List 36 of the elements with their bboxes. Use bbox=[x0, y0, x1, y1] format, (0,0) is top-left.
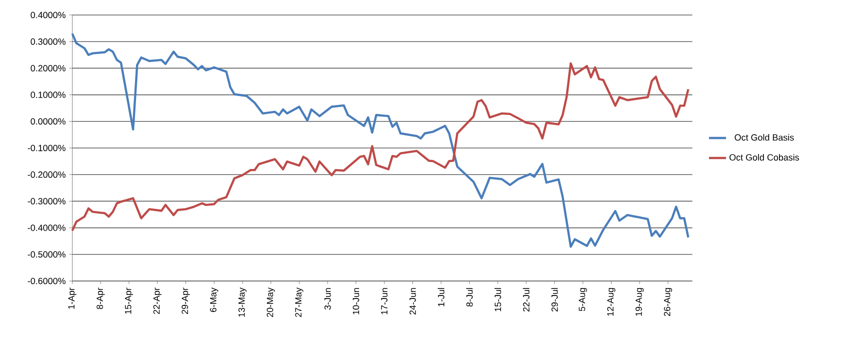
x-tick-label: 20-May bbox=[266, 288, 275, 317]
legend-label: Oct Gold Cobasis bbox=[730, 154, 800, 161]
x-tick-label: 22-Jul bbox=[522, 288, 530, 312]
y-tick-label: -0.1000% bbox=[28, 144, 66, 152]
y-tick-label: 0.0000% bbox=[30, 118, 66, 125]
x-tick-label: 26-Aug bbox=[664, 288, 672, 316]
y-tick-label: 0.4000% bbox=[30, 12, 66, 18]
y-tick-label: -0.6000% bbox=[28, 278, 66, 284]
x-tick-label: 29-Apr bbox=[182, 288, 190, 314]
x-tick-label: 8-Apr bbox=[96, 288, 105, 310]
line-series bbox=[71, 32, 690, 248]
x-tick-label: 5-Aug bbox=[578, 288, 587, 312]
x-tick-label: 17-Jun bbox=[381, 288, 388, 314]
x-tick-label: 24-Jun bbox=[410, 288, 416, 314]
y-tick-label: 0.3000% bbox=[30, 38, 66, 45]
x-tick-label: 6-May bbox=[210, 288, 218, 312]
y-tick-label: 0.1000% bbox=[30, 92, 66, 98]
y-tick-label: -0.4000% bbox=[28, 224, 66, 231]
x-tick-label: 15-Apr bbox=[125, 288, 134, 314]
y-tick-label: -0.2000% bbox=[28, 171, 66, 178]
x-tick-label: 22-Apr bbox=[153, 288, 162, 314]
y-tick-label: 0.2000% bbox=[30, 65, 66, 72]
x-tick-label: 10-Jun bbox=[352, 288, 360, 314]
x-tick-label: 1-Jul bbox=[438, 288, 444, 306]
y-tick-label: -0.5000% bbox=[28, 251, 66, 258]
x-tick-label: 19-Aug bbox=[636, 288, 644, 316]
x-tick-label: 1-Apr bbox=[68, 288, 76, 309]
x-tick-label: 15-Jul bbox=[494, 288, 502, 312]
legend-label: Oct Gold Basis bbox=[734, 134, 794, 141]
x-tick-label: 27-May bbox=[295, 288, 304, 317]
y-tick-label: -0.3000% bbox=[28, 198, 66, 204]
x-tick-label: 29-Jul bbox=[551, 288, 558, 312]
x-tick-label: 8-Jul bbox=[466, 288, 473, 307]
x-tick-label: 3-Jun bbox=[324, 288, 331, 310]
x-tick-label: 12-Aug bbox=[607, 288, 616, 316]
x-tick-label: 13-May bbox=[238, 288, 247, 317]
